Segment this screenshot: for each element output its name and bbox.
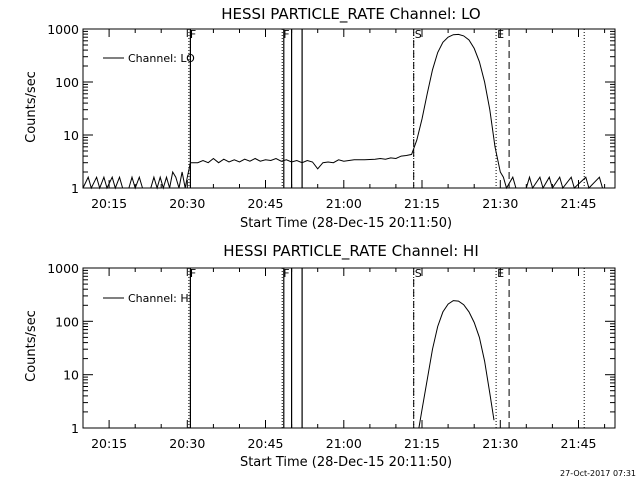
marker-label: S [415,28,422,41]
plot-frame [82,267,616,429]
marker-label: F [283,267,289,280]
x-tick-label: 20:30 [169,196,205,211]
marker-label: F [190,28,196,41]
x-tick-label: 20:15 [91,196,127,211]
x-tick-label: 21:00 [326,196,362,211]
y-tick-label: 1 [71,181,79,196]
x-tick-label: 20:30 [169,436,205,451]
y-tick-label: 1 [71,421,79,436]
y-tick-label: 100 [55,75,79,90]
x-axis-label: Start Time (28-Dec-15 20:11:50) [240,216,452,231]
legend-label: Channel: LO [128,52,195,65]
y-tick-label: 1000 [47,261,79,276]
x-tick-label: 21:30 [482,436,518,451]
y-tick-label: 10 [63,368,79,383]
panel-hi: HESSI PARTICLE_RATE Channel: HI Counts/s… [24,242,616,470]
marker-label: F [283,28,289,41]
marker-label: F [190,267,196,280]
y-axis-label: Counts/sec [24,310,39,382]
x-tick-label: 20:45 [247,196,283,211]
x-tick-label: 21:15 [404,436,440,451]
series-line [418,300,495,429]
x-tick-label: 21:15 [404,196,440,211]
chart-title: HESSI PARTICLE_RATE Channel: HI [223,242,479,261]
chart-title: HESSI PARTICLE_RATE Channel: LO [221,5,480,24]
marker-label: S [415,267,422,280]
panel-lo: HESSI PARTICLE_RATE Channel: LO Counts/s… [24,5,616,231]
x-tick-label: 20:15 [91,436,127,451]
footer-timestamp: 27-Oct-2017 07:31 [560,469,636,478]
y-axis-label: Counts/sec [24,71,39,143]
y-tick-label: 100 [55,314,79,329]
x-tick-label: 21:30 [482,196,518,211]
x-tick-label: 21:45 [560,196,596,211]
series-line [82,33,615,190]
x-tick-label: 21:00 [326,436,362,451]
legend-label: Channel: HI [128,292,192,305]
x-axis-label: Start Time (28-Dec-15 20:11:50) [240,455,452,470]
y-tick-label: 10 [63,128,79,143]
x-tick-label: 20:45 [247,436,283,451]
x-tick-label: 21:45 [560,436,596,451]
plot-frame [82,28,616,189]
y-tick-label: 1000 [47,22,79,37]
